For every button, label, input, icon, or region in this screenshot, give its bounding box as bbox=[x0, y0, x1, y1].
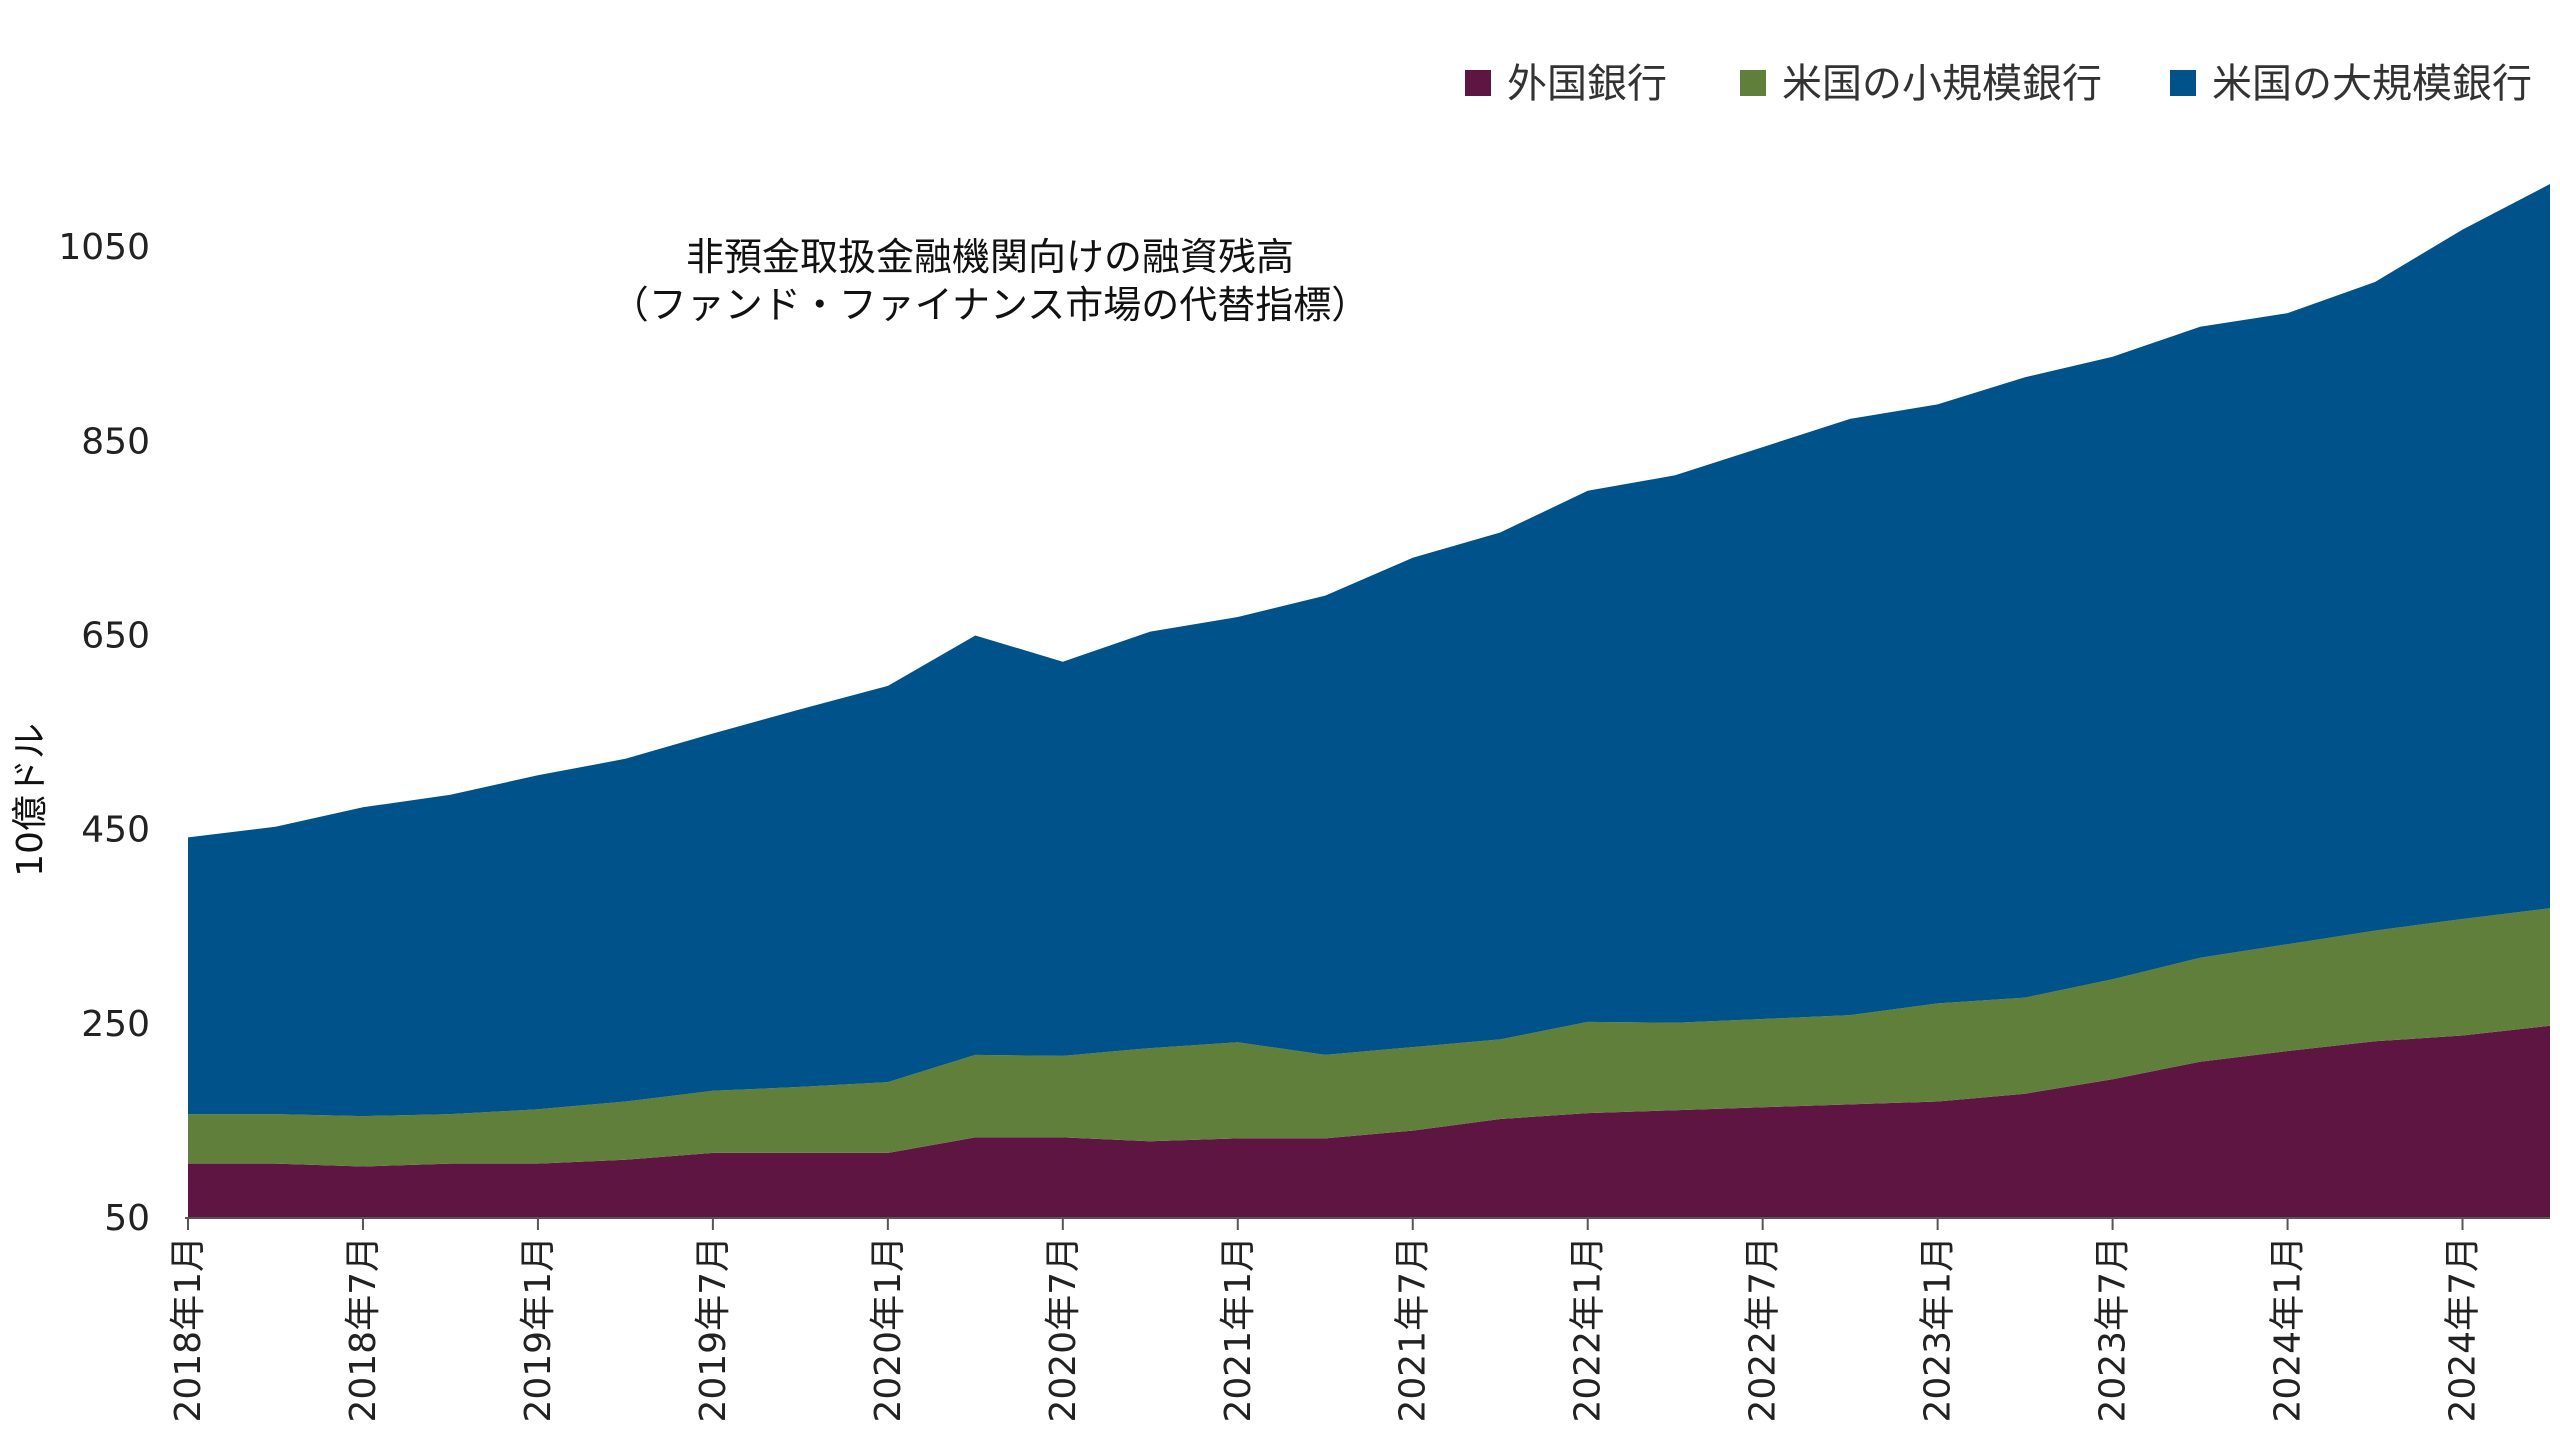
y-tick-label: 850 bbox=[81, 421, 150, 462]
x-tick-label: 2020年7月 bbox=[1043, 1236, 1084, 1423]
x-tick-label: 2020年1月 bbox=[868, 1236, 909, 1423]
x-tick-label: 2021年7月 bbox=[1393, 1236, 1434, 1423]
x-tick-label: 2023年1月 bbox=[1918, 1236, 1959, 1423]
area-series-3 bbox=[188, 184, 2550, 1117]
y-tick-label: 250 bbox=[81, 1004, 150, 1045]
x-tick-label: 2023年7月 bbox=[2093, 1236, 2134, 1423]
area-series-1 bbox=[188, 1025, 2550, 1218]
y-tick-label: 450 bbox=[81, 810, 150, 851]
chart-title-line-2: （ファンド・ファイナンス市場の代替指標） bbox=[611, 283, 1369, 327]
x-axis-ticks: 2018年1月 2018年7月 2019年1月 2019年7月 2020年1月 2020年… bbox=[168, 1218, 2484, 1423]
x-tick-label: 2024年7月 bbox=[2443, 1236, 2484, 1423]
x-tick-label: 2024年1月 bbox=[2268, 1236, 2309, 1423]
legend-label: 米国の大規模銀行 bbox=[2212, 61, 2532, 107]
legend: 外国銀行 米国の小規模銀行 米国の大規模銀行 bbox=[1465, 61, 2532, 107]
x-tick-label: 2022年7月 bbox=[1743, 1236, 1784, 1423]
area-series-2 bbox=[188, 908, 2550, 1167]
y-axis-ticks: 50 250 450 650 850 1050 bbox=[58, 227, 150, 1239]
legend-swatch bbox=[1740, 70, 1766, 96]
y-axis-label: 10億ドル bbox=[10, 723, 51, 877]
x-tick-label: 2021年1月 bbox=[1218, 1236, 1259, 1423]
legend-label: 米国の小規模銀行 bbox=[1782, 61, 2102, 107]
y-tick-label: 650 bbox=[81, 615, 150, 656]
x-tick-label: 2018年7月 bbox=[343, 1236, 384, 1423]
x-tick-label: 2019年7月 bbox=[693, 1236, 734, 1423]
chart-title-line-1: 非預金取扱金融機関向けの融資残高 bbox=[686, 235, 1294, 279]
y-tick-label: 1050 bbox=[58, 227, 150, 268]
y-tick-label: 50 bbox=[104, 1198, 150, 1239]
area-layers bbox=[188, 184, 2550, 1218]
x-tick-label: 2022年1月 bbox=[1568, 1236, 1609, 1423]
x-tick-label: 2019年1月 bbox=[518, 1236, 559, 1423]
legend-swatch bbox=[1465, 70, 1491, 96]
legend-swatch bbox=[2170, 70, 2196, 96]
x-tick-label: 2018年1月 bbox=[168, 1236, 209, 1423]
legend-label: 外国銀行 bbox=[1507, 61, 1667, 107]
